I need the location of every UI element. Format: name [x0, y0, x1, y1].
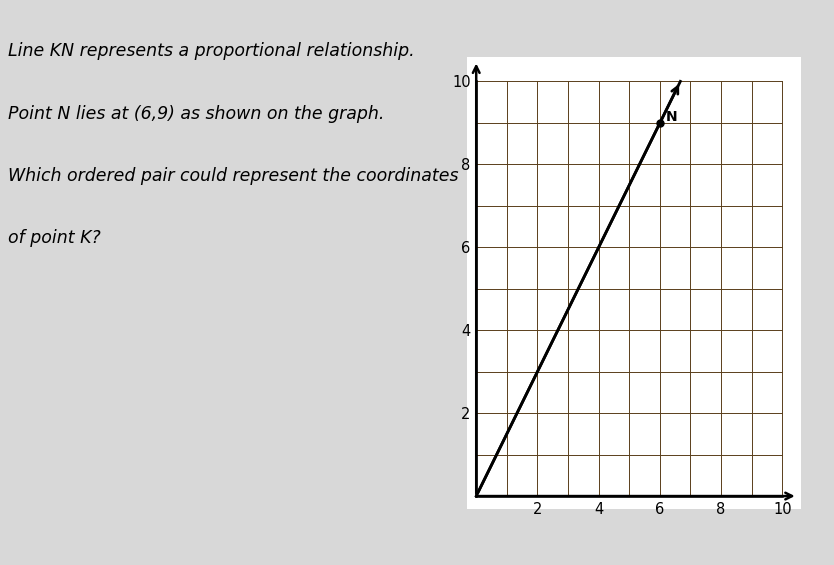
Text: Which ordered pair could represent the coordinates: Which ordered pair could represent the c…	[8, 167, 459, 185]
Text: of point K?: of point K?	[8, 229, 101, 247]
Text: Line KN represents a proportional relationship.: Line KN represents a proportional relati…	[8, 42, 415, 60]
Text: Point N lies at (6,9) as shown on the graph.: Point N lies at (6,9) as shown on the gr…	[8, 105, 384, 123]
Text: N: N	[666, 110, 677, 124]
